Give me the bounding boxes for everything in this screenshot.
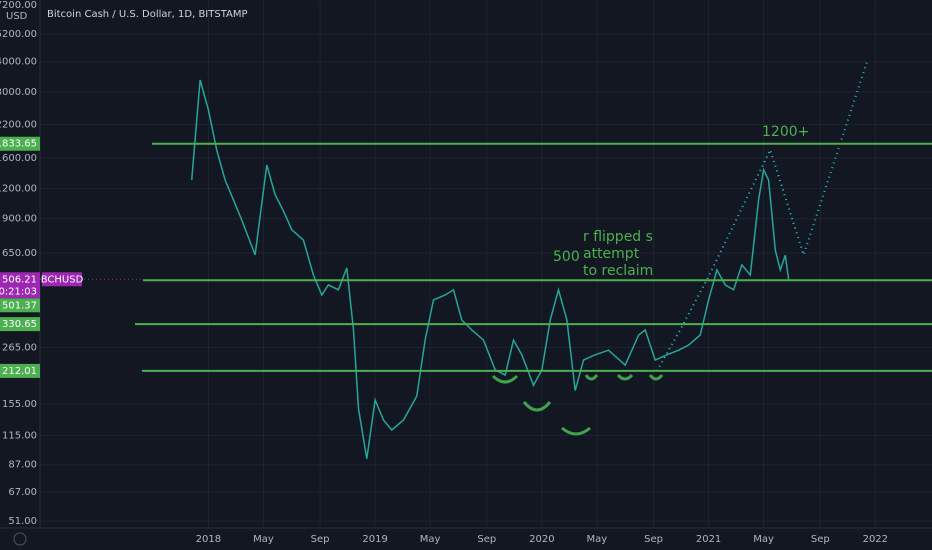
y-tick-label: 1600.00 bbox=[0, 153, 37, 164]
x-tick-label: Sep bbox=[644, 534, 663, 545]
annotation: r flipped s bbox=[583, 229, 653, 245]
y-tick-label: 3000.00 bbox=[0, 87, 37, 98]
last-price-label: 506.21 bbox=[2, 274, 37, 285]
y-tick-label: 67.00 bbox=[8, 487, 37, 498]
arc bbox=[522, 401, 552, 412]
currency: USD bbox=[6, 11, 28, 22]
price-axis bbox=[0, 0, 40, 528]
x-tick-label: May bbox=[253, 534, 274, 545]
symbol-badge bbox=[42, 272, 82, 287]
arc bbox=[648, 374, 664, 381]
price-line bbox=[190, 79, 790, 459]
logo bbox=[13, 532, 27, 546]
level-badge bbox=[0, 298, 40, 313]
x-tick-label: 2021 bbox=[696, 534, 721, 545]
y-tick-label: 650.00 bbox=[2, 248, 37, 259]
y-tick-label: 115.00 bbox=[2, 430, 37, 441]
annotation: 500 bbox=[553, 249, 580, 265]
level-badge bbox=[0, 136, 40, 151]
level-label: 212.01 bbox=[2, 366, 37, 377]
annotation: to reclaim bbox=[583, 263, 653, 279]
y-tick-label: 900.00 bbox=[2, 214, 37, 225]
x-tick-label: 2022 bbox=[863, 534, 888, 545]
x-tick-label: May bbox=[420, 534, 441, 545]
y-tick-label: 5200.00 bbox=[0, 29, 37, 40]
annotation: 1200+ bbox=[762, 124, 809, 140]
y-tick-label: 51.00 bbox=[8, 516, 37, 527]
y-tick-label: 87.00 bbox=[8, 460, 37, 471]
y-tick-label: 155.00 bbox=[2, 399, 37, 410]
x-tick-label: Sep bbox=[811, 534, 830, 545]
level-label: 330.65 bbox=[2, 319, 37, 330]
x-tick-label: May bbox=[753, 534, 774, 545]
arc bbox=[584, 374, 599, 381]
chart-title: Bitcoin Cash / U.S. Dollar, 1D, BITSTAMP bbox=[47, 9, 248, 20]
arc bbox=[491, 374, 519, 384]
x-tick-label: 2018 bbox=[196, 534, 221, 545]
countdown: 10:21:03 bbox=[0, 286, 37, 297]
bottom-arcs bbox=[491, 373, 664, 436]
y-tick-label: 4000.00 bbox=[0, 57, 37, 68]
level-badge bbox=[0, 363, 40, 378]
x-tick-label: 2020 bbox=[529, 534, 554, 545]
symbol-label: BCHUSD bbox=[41, 274, 84, 285]
x-tick-label: Sep bbox=[311, 534, 330, 545]
arc bbox=[616, 373, 634, 381]
arc bbox=[561, 426, 591, 436]
annotation: attempt bbox=[583, 246, 640, 262]
level-label: 1833.65 bbox=[0, 139, 37, 150]
x-tick-label: May bbox=[587, 534, 608, 545]
level-badge bbox=[0, 317, 40, 332]
x-tick-label: 2019 bbox=[362, 534, 387, 545]
y-tick-label: 7200.00 bbox=[0, 0, 37, 11]
y-tick-label: 2200.00 bbox=[0, 120, 37, 131]
level-label: 501.37 bbox=[2, 300, 37, 311]
y-tick-label: 265.00 bbox=[2, 342, 37, 353]
last-price-badge bbox=[0, 272, 40, 299]
grid bbox=[40, 0, 932, 528]
x-tick-label: Sep bbox=[477, 534, 496, 545]
y-tick-label: 1200.00 bbox=[0, 183, 37, 194]
